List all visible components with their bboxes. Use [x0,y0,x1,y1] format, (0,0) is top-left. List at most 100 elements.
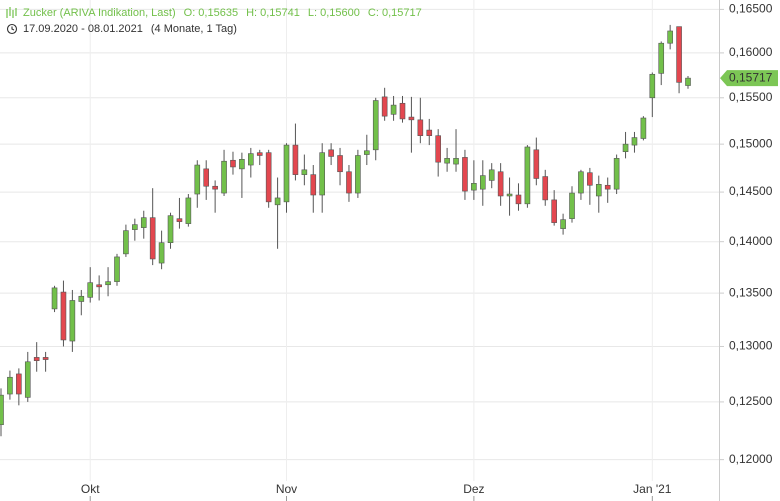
candle-body [497,171,504,197]
x-tick-label: Okt [81,482,100,496]
candle-body [685,77,691,86]
candle-body [488,169,495,181]
candle-body [185,197,192,224]
candle-body [51,287,58,310]
candle-body [301,169,308,175]
header-line: Zucker (ARIVA Indikation, Last) O: 0,1563… [23,7,422,19]
candle-body [506,193,513,197]
period: (4 Monate, 1 Tag) [151,23,237,35]
candle-body [524,146,531,205]
candle-body [408,116,415,121]
candle-body [372,100,379,151]
candle-body [60,291,67,341]
candle-body [283,144,290,203]
candle-body [346,171,352,194]
candle-body [578,171,584,194]
y-tick-label: 0,15500 [729,90,773,104]
date-line: 17.09.2020 - 08.01.2021 (4 Monate, 1 Tag) [23,23,237,35]
candle-body [123,230,129,255]
candle-body [292,144,299,175]
candle-body [274,197,281,206]
stat: L: 0,15600 [308,7,360,19]
price-tag-label: 0,15717 [729,70,773,84]
candle-body [239,159,245,170]
candle-body [471,183,477,191]
price-tag [720,70,778,87]
candle-body [560,219,566,229]
x-tick-label: Nov [276,482,297,496]
candle-body [132,224,138,230]
header: Zucker (ARIVA Indikation, Last) O: 0,1563… [6,7,422,35]
candle-body [69,300,76,342]
candle-body [221,160,227,194]
candle-body [649,73,656,99]
y-tick-label: 0,14500 [729,184,773,198]
candle-body [230,159,236,168]
candle-body [96,284,102,288]
candle-body [78,295,85,302]
candle-body [24,361,31,398]
candle-body [462,157,468,192]
candle-body [613,158,620,190]
candle-body [7,376,13,395]
candle-body [212,185,218,190]
y-tick-label: 0,13500 [729,285,773,299]
candle-body [667,30,673,44]
candle-body [417,119,424,136]
candle-body [426,129,433,136]
candle-body [622,143,629,153]
candle-body [569,192,575,219]
candle-body [676,26,682,83]
chart-title: Zucker (ARIVA Indikation, Last) [23,7,176,19]
candle-body [310,174,317,196]
candle-body [140,217,147,228]
y-tick-label: 0,14000 [729,234,773,248]
candle-body [640,117,647,139]
candle-body [203,168,210,187]
candle-body [176,218,183,222]
candle-body [194,164,201,195]
candle-body [542,176,549,201]
candle-body [337,155,343,173]
y-tick-label: 0,15000 [729,136,773,150]
y-tick-label: 0,16500 [729,2,773,16]
y-tick-label: 0,16000 [729,45,773,59]
candle-body [105,281,111,286]
date-range: 17.09.2020 - 08.01.2021 [23,23,143,35]
candle-body [658,42,665,74]
candle-body [158,242,165,264]
candle-body [149,217,156,260]
candle-body [595,183,602,197]
stat: C: 0,15717 [368,7,422,19]
candle-body [364,150,370,155]
candle-body [256,152,263,156]
candle-body [355,155,361,194]
candle-body [0,394,4,426]
candle-body [479,175,486,190]
candle-body [587,172,593,186]
candle-body [167,215,174,244]
clock-icon [6,23,18,35]
candle-body [604,184,611,190]
candle-body [87,282,94,298]
y-tick-label: 0,12500 [729,394,773,408]
x-tick-label: Jan '21 [633,482,672,496]
candle-body [551,199,557,223]
candle-body [328,149,334,157]
candle-body [515,194,522,205]
candle-body [33,357,40,361]
candle-body [444,158,450,164]
x-tick-label: Dez [463,482,484,496]
candles [0,24,691,437]
candle-body [399,102,406,120]
candle-body [453,158,459,165]
candle-body [16,373,22,395]
candle-body [435,135,441,163]
candle-body [114,256,120,282]
candle-body [381,96,388,117]
candle-body [533,149,540,179]
candle-body [390,104,397,115]
stat: H: 0,15741 [246,7,300,19]
